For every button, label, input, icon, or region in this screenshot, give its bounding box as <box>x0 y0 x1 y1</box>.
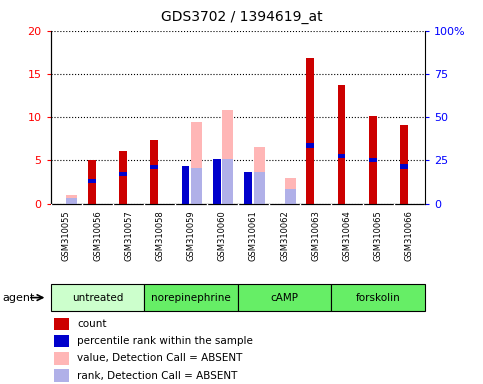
Bar <box>306 58 314 204</box>
Bar <box>55 369 70 382</box>
Bar <box>88 179 96 183</box>
Text: GSM310059: GSM310059 <box>186 210 196 261</box>
Text: GSM310066: GSM310066 <box>405 210 414 261</box>
Bar <box>369 158 377 162</box>
Bar <box>88 161 96 204</box>
Text: GSM310058: GSM310058 <box>156 210 164 261</box>
Text: norepinephrine: norepinephrine <box>151 293 231 303</box>
Bar <box>254 147 265 204</box>
Text: GSM310062: GSM310062 <box>280 210 289 261</box>
Bar <box>285 189 296 204</box>
Text: GSM310061: GSM310061 <box>249 210 258 261</box>
Text: GSM310064: GSM310064 <box>342 210 352 261</box>
Bar <box>144 284 238 311</box>
Bar <box>67 195 77 204</box>
Text: forskolin: forskolin <box>356 293 400 303</box>
Bar <box>238 284 331 311</box>
Text: rank, Detection Call = ABSENT: rank, Detection Call = ABSENT <box>77 371 237 381</box>
Bar <box>55 335 70 348</box>
Bar <box>119 172 127 176</box>
Bar <box>51 284 144 311</box>
Bar <box>285 179 296 204</box>
Bar <box>119 151 127 204</box>
Bar <box>254 172 265 204</box>
Text: GSM310057: GSM310057 <box>124 210 133 261</box>
Text: untreated: untreated <box>72 293 123 303</box>
Text: percentile rank within the sample: percentile rank within the sample <box>77 336 253 346</box>
Bar <box>244 172 252 204</box>
Bar <box>191 168 202 204</box>
Text: GSM310063: GSM310063 <box>312 210 320 261</box>
Bar <box>213 159 221 204</box>
Bar <box>400 125 408 204</box>
Bar <box>369 116 377 204</box>
Bar <box>223 159 233 204</box>
Text: GSM310060: GSM310060 <box>218 210 227 261</box>
Bar <box>331 284 425 311</box>
Text: GDS3702 / 1394619_at: GDS3702 / 1394619_at <box>161 10 322 24</box>
Bar <box>338 85 345 204</box>
Text: GSM310065: GSM310065 <box>374 210 383 261</box>
Text: GSM310056: GSM310056 <box>93 210 102 261</box>
Bar <box>400 164 408 169</box>
Text: agent: agent <box>2 293 35 303</box>
Bar <box>55 318 70 330</box>
Text: cAMP: cAMP <box>270 293 298 303</box>
Bar <box>191 122 202 204</box>
Bar <box>67 199 77 204</box>
Bar <box>55 352 70 365</box>
Bar <box>338 154 345 158</box>
Text: count: count <box>77 319 106 329</box>
Text: GSM310055: GSM310055 <box>62 210 71 261</box>
Bar <box>150 165 158 169</box>
Text: value, Detection Call = ABSENT: value, Detection Call = ABSENT <box>77 353 242 363</box>
Bar <box>150 141 158 204</box>
Bar <box>182 166 189 204</box>
Bar <box>306 144 314 148</box>
Bar <box>223 110 233 204</box>
